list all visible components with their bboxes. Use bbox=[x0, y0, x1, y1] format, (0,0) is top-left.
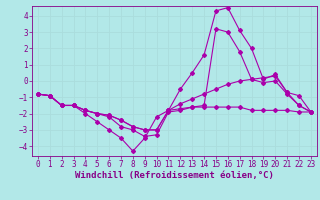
X-axis label: Windchill (Refroidissement éolien,°C): Windchill (Refroidissement éolien,°C) bbox=[75, 171, 274, 180]
